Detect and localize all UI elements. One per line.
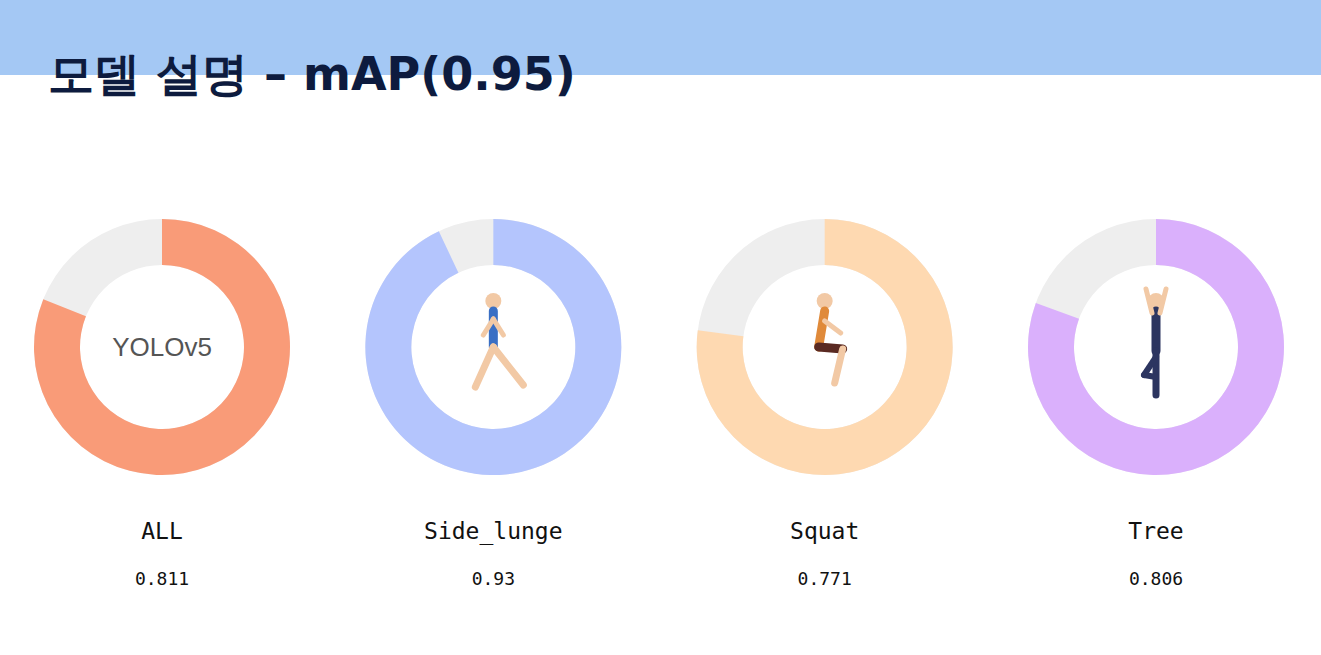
icon-part <box>1146 289 1152 313</box>
donut-arc <box>34 219 290 475</box>
data-label: 0.811 <box>135 568 189 589</box>
icon-part <box>1160 289 1166 313</box>
title: 모델 설명 – mAP(0.95) <box>48 47 576 101</box>
data-label: 0.93 <box>472 568 515 589</box>
figure-icon <box>1144 289 1166 395</box>
donut-track <box>1028 219 1284 475</box>
donuts <box>34 219 1284 475</box>
donut <box>697 219 953 475</box>
icon-part <box>819 347 843 349</box>
icon-part <box>489 311 498 347</box>
donut <box>1028 219 1284 475</box>
icon-part <box>483 319 493 335</box>
category-label: Squat <box>790 518 859 544</box>
donut <box>365 219 621 475</box>
data-label: 0.771 <box>798 568 852 589</box>
icon-part <box>1144 375 1156 377</box>
donut-track <box>365 219 621 475</box>
figure-icon <box>475 293 523 387</box>
icon-part <box>825 321 841 333</box>
donut-track <box>697 219 953 475</box>
icon-part <box>493 319 503 335</box>
donut <box>34 219 290 475</box>
category-label: ALL <box>141 518 183 544</box>
chart: 모델 설명 – mAP(0.95) YOLOv5 ALL Side_lunge Squa… <box>0 0 1321 655</box>
figure-icon <box>817 293 843 383</box>
icon-part <box>475 347 493 387</box>
icon-part <box>1152 311 1161 351</box>
category-label: Tree <box>1128 518 1183 544</box>
category-label: Side_lunge <box>424 518 562 545</box>
icon-part <box>819 311 825 347</box>
donut-track <box>34 219 290 475</box>
donut-arc <box>1028 219 1284 475</box>
donut-arc <box>697 219 953 475</box>
icon-part <box>835 349 843 383</box>
data-label: 0.806 <box>1129 568 1183 589</box>
donut-arc <box>365 219 621 475</box>
icon-part <box>493 347 523 385</box>
annotation: YOLOv5 <box>112 332 212 362</box>
